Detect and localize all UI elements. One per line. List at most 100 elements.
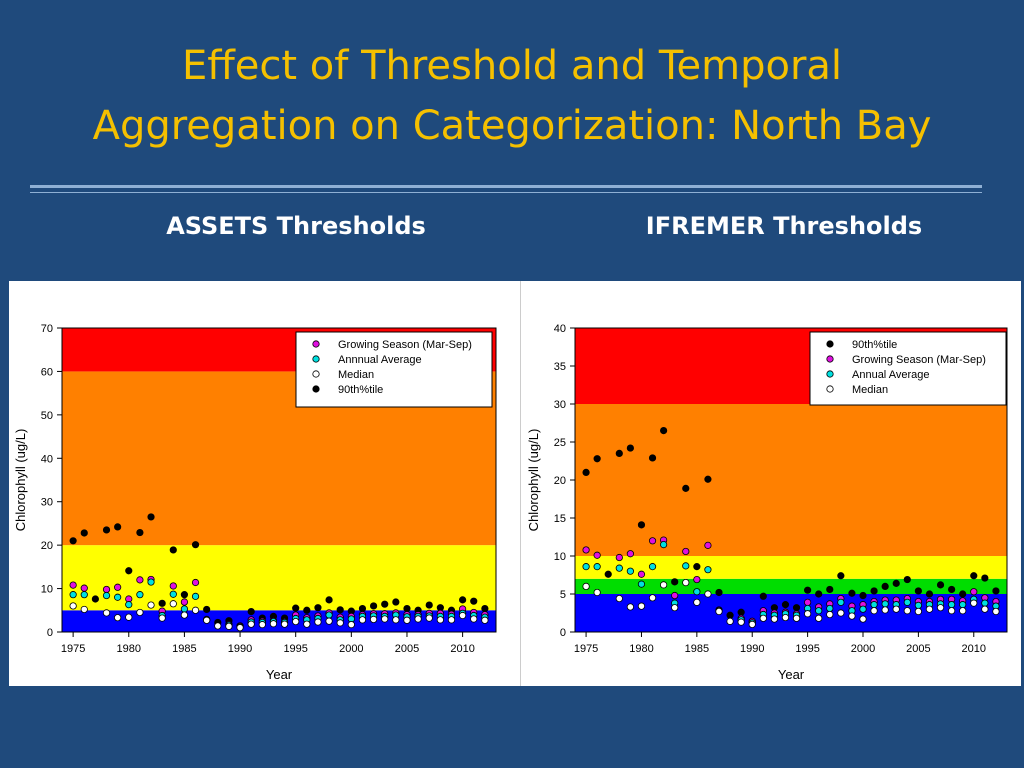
assets-ytick-label: 20: [41, 540, 53, 552]
ifremer-legend-marker-growing: [826, 355, 834, 363]
ifremer-point-annual: [837, 598, 845, 606]
ifremer-point-median: [593, 588, 601, 597]
ifremer-point-annual: [637, 580, 646, 588]
assets-point-median: [470, 615, 478, 623]
assets-xtick-label: 1985: [172, 643, 196, 655]
ifremer-point-p90: [604, 570, 612, 578]
ifremer-legend-marker-p90: [826, 340, 834, 348]
assets-point-p90: [80, 529, 88, 537]
ifremer-point-median: [848, 612, 856, 620]
ifremer-point-annual: [682, 562, 690, 570]
assets-point-growing: [102, 585, 111, 594]
ifremer-point-p90: [637, 521, 646, 529]
title-rule-thick: [30, 185, 982, 188]
ifremer-legend-box: [809, 331, 1007, 406]
assets-point-median: [180, 611, 189, 619]
ifremer-point-median: [704, 590, 712, 598]
ifremer-point-p90: [726, 611, 734, 619]
assets-point-median: [314, 618, 322, 626]
assets-xtick-label: 1980: [117, 643, 141, 655]
ifremer-point-median: [992, 607, 1000, 616]
ifremer-point-median: [837, 609, 845, 617]
assets-point-p90: [314, 604, 322, 612]
assets-point-annual: [125, 601, 133, 609]
ifremer-point-median: [792, 614, 801, 622]
assets-legend-marker-p90: [312, 385, 320, 393]
assets-point-median: [347, 621, 355, 629]
ifremer-point-p90: [959, 590, 967, 598]
ifremer-point-median: [737, 618, 745, 626]
assets-point-p90: [247, 607, 255, 616]
ifremer-point-growing: [626, 550, 634, 558]
ifremer-point-p90: [903, 575, 911, 584]
assets-point-median: [214, 622, 222, 630]
assets-legend-marker-growing: [312, 340, 320, 348]
assets-point-median: [69, 602, 77, 610]
chart-divider: [520, 281, 521, 686]
ifremer-point-p90: [881, 582, 889, 590]
ifremer-point-p90: [948, 585, 956, 594]
ifremer-point-p90: [615, 449, 623, 457]
assets-ytick-label: 50: [41, 410, 53, 422]
ifremer-ytick-label: 10: [554, 551, 566, 563]
assets-point-median: [425, 614, 433, 622]
assets-point-growing: [80, 584, 88, 592]
ifremer-point-median: [626, 603, 634, 611]
ifremer-point-p90: [582, 468, 590, 476]
assets-point-annual: [80, 591, 88, 599]
ifremer-point-median: [693, 598, 701, 606]
ifremer-point-growing: [593, 551, 601, 559]
assets-point-median: [358, 616, 367, 624]
assets-point-median: [403, 616, 411, 624]
assets-point-median: [236, 624, 244, 632]
ifremer-point-growing: [648, 537, 657, 545]
ifremer-point-median: [660, 581, 668, 589]
assets-point-p90: [180, 591, 189, 599]
ifremer-xlabel: Year: [778, 667, 805, 682]
ifremer-xtick-label: 1995: [795, 643, 819, 655]
assets-point-annual: [180, 605, 189, 613]
ifremer-point-annual: [615, 564, 623, 572]
ifremer-point-growing: [671, 591, 679, 600]
ifremer-point-p90: [704, 475, 712, 483]
ifremer-point-median: [981, 605, 989, 613]
assets-point-median: [158, 614, 166, 622]
assets-point-growing: [136, 576, 144, 584]
assets-legend-label-growing: Growing Season (Mar-Sep): [338, 339, 472, 351]
ifremer-point-median: [781, 613, 790, 622]
assets-point-median: [292, 617, 300, 626]
ifremer-ytick-label: 0: [560, 627, 566, 639]
ifremer-point-annual: [959, 601, 967, 609]
assets-point-median: [80, 605, 88, 614]
assets-point-annual: [102, 591, 111, 600]
assets-point-p90: [425, 601, 433, 609]
assets-point-median: [269, 620, 278, 628]
ifremer-ytick-label: 35: [554, 361, 566, 373]
ifremer-point-annual: [870, 601, 878, 609]
ifremer-point-annual: [948, 601, 956, 609]
ifremer-point-annual: [859, 605, 867, 613]
ifremer-point-p90: [737, 608, 745, 616]
ifremer-point-median: [770, 615, 778, 623]
ifremer-point-median: [948, 607, 956, 615]
ifremer-band-orange: [575, 404, 1007, 556]
assets-plot-border: [61, 327, 497, 633]
assets-point-p90: [169, 546, 177, 554]
ifremer-point-p90: [936, 581, 945, 589]
assets-point-p90: [381, 600, 389, 608]
assets-point-annual: [191, 592, 200, 600]
ifremer-point-median: [914, 607, 922, 616]
assets-point-annual: [147, 578, 155, 586]
ifremer-point-p90: [848, 589, 856, 597]
assets-point-p90: [336, 606, 344, 614]
assets-point-median: [303, 620, 311, 628]
ifremer-heading: IFREMER Thresholds: [645, 212, 923, 240]
ifremer-point-p90: [970, 572, 978, 580]
ifremer-xtick-label: 1990: [740, 643, 764, 655]
ifremer-point-median: [892, 605, 900, 613]
assets-point-p90: [191, 541, 200, 549]
assets-point-p90: [325, 596, 333, 604]
ifremer-point-growing: [582, 546, 590, 554]
assets-point-median: [169, 600, 177, 608]
